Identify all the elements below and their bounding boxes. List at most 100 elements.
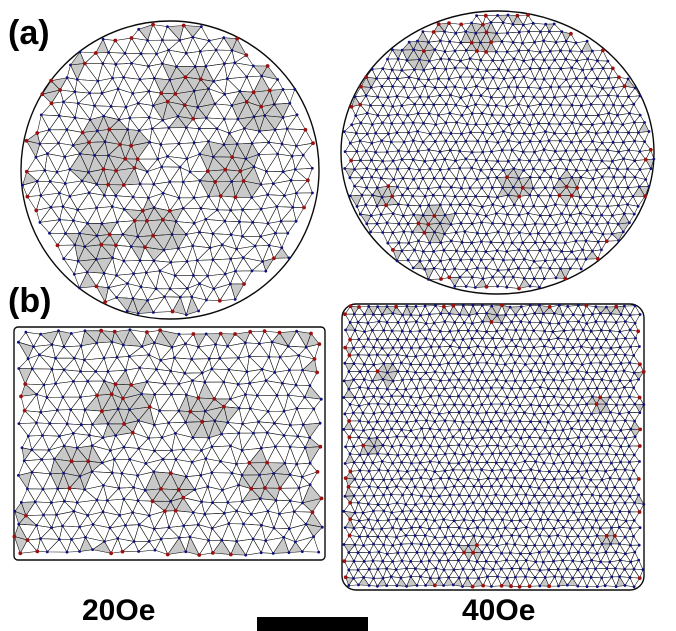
lattice-node [176, 115, 180, 118]
lattice-node [624, 552, 627, 556]
lattice-node [196, 105, 200, 109]
lattice-node [576, 518, 580, 522]
lattice-node [632, 486, 636, 490]
lattice-node [611, 86, 615, 90]
lattice-node [49, 472, 52, 476]
lattice-node [467, 313, 471, 317]
lattice-node [358, 535, 361, 539]
lattice-node [480, 304, 484, 307]
lattice-node [352, 461, 356, 464]
lattice-node [380, 139, 384, 143]
lattice-node [553, 95, 556, 99]
lattice-node [410, 410, 414, 414]
lattice-node [434, 567, 438, 570]
lattice-node [507, 139, 510, 143]
lattice-node [152, 470, 156, 474]
lattice-node [605, 452, 609, 456]
lattice-node [443, 535, 447, 539]
lattice-node [609, 312, 612, 316]
lattice-node [407, 75, 411, 79]
lattice-node [613, 567, 617, 570]
lattice-node [129, 245, 133, 249]
defect-node [346, 485, 351, 489]
lattice-node [560, 212, 563, 216]
lattice-node [366, 369, 370, 373]
lattice-node [594, 567, 597, 571]
lattice-node [395, 435, 399, 439]
lattice-node [242, 522, 245, 526]
lattice-node [397, 241, 401, 245]
lattice-node [91, 548, 94, 551]
lattice-node [205, 116, 208, 120]
lattice-node [570, 427, 574, 430]
defect-node [604, 534, 609, 538]
lattice-node [418, 204, 422, 208]
lattice-node [505, 50, 509, 54]
lattice-node [562, 410, 565, 414]
lattice-node [633, 501, 636, 505]
lattice-node [491, 222, 494, 225]
lattice-node [615, 518, 618, 521]
lattice-node [490, 585, 493, 588]
lattice-node [365, 111, 369, 115]
lattice-node [636, 204, 640, 208]
lattice-node [390, 394, 393, 398]
lattice-node [546, 420, 550, 424]
lattice-node [481, 277, 485, 280]
lattice-node [152, 527, 156, 531]
lattice-node [399, 542, 403, 546]
lattice-node [612, 103, 615, 107]
lattice-node [559, 267, 562, 270]
lattice-node [500, 321, 504, 325]
lattice-node [536, 194, 540, 198]
lattice-node [586, 551, 589, 555]
lattice-node [526, 212, 530, 215]
defect-node [426, 222, 431, 227]
lattice-node [424, 551, 427, 555]
lattice-node [458, 428, 462, 432]
lattice-node [158, 409, 162, 413]
lattice-node [404, 503, 408, 506]
lattice-node [544, 205, 548, 209]
lattice-node [94, 257, 98, 261]
lattice-node [528, 485, 532, 489]
defect-node [109, 392, 114, 397]
lattice-node [342, 396, 346, 399]
lattice-node [442, 502, 446, 506]
lattice-node [380, 195, 384, 199]
lattice-node [548, 49, 552, 53]
lattice-node [443, 419, 447, 423]
lattice-node [563, 114, 566, 117]
lattice-node [554, 40, 558, 44]
lattice-node [627, 148, 631, 152]
defect-node [439, 277, 443, 281]
lattice-node [570, 176, 574, 179]
lattice-node [432, 502, 436, 505]
lattice-node [160, 436, 164, 439]
lattice-node [565, 168, 568, 171]
lattice-node [400, 410, 404, 414]
lattice-node [577, 436, 580, 439]
lattice-node [424, 337, 428, 341]
defect-node [342, 559, 347, 564]
lattice-node [585, 501, 589, 505]
lattice-node [533, 544, 537, 547]
lattice-node [83, 245, 87, 249]
defect-node [100, 409, 104, 414]
lattice-node [437, 576, 441, 580]
lattice-node [428, 132, 432, 136]
lattice-node [614, 353, 618, 356]
lattice-node [443, 213, 447, 217]
lattice-node [427, 148, 431, 152]
lattice-node [362, 429, 365, 432]
lattice-node [586, 57, 589, 61]
lattice-node [508, 452, 512, 456]
lattice-node [235, 247, 239, 251]
lattice-node [628, 576, 632, 579]
lattice-node [552, 186, 556, 190]
lattice-node [511, 186, 515, 189]
lattice-node [293, 87, 297, 91]
lattice-node [283, 194, 286, 198]
lattice-node [586, 130, 590, 134]
lattice-node [192, 89, 196, 93]
